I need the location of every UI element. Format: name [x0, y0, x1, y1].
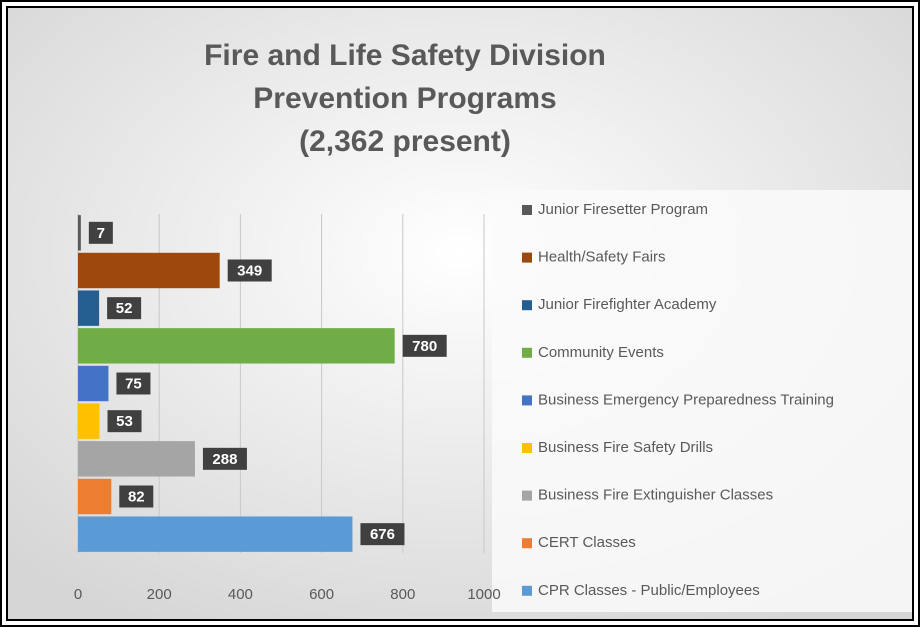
legend-panel	[492, 190, 912, 612]
bar	[78, 252, 220, 289]
legend-swatch	[522, 347, 532, 358]
legend-swatch	[522, 490, 532, 501]
bar	[78, 478, 112, 515]
legend-swatch	[522, 395, 532, 406]
x-tick-label: 800	[390, 586, 415, 603]
x-tick-label: 600	[309, 586, 334, 603]
data-label-box	[116, 372, 151, 395]
legend-swatch	[522, 205, 532, 215]
x-tick-label: 0	[74, 586, 82, 603]
x-tick-label: 1000	[467, 586, 500, 603]
legend-label: Business Emergency Preparedness Training	[538, 391, 834, 408]
legend-label: CPR Classes - Public/Employees	[538, 582, 760, 599]
bar	[78, 365, 109, 402]
data-label: 780	[412, 338, 437, 355]
x-tick-label: 200	[147, 586, 172, 603]
data-label-box	[227, 259, 272, 282]
legend-label: Junior Firefighter Academy	[538, 296, 717, 313]
legend-swatch	[522, 538, 532, 549]
data-label: 349	[237, 262, 262, 279]
chart-title: Prevention Programs	[253, 82, 556, 115]
legend-label: Business Fire Extinguisher Classes	[538, 487, 773, 504]
x-tick-label: 400	[228, 586, 253, 603]
bar	[78, 516, 353, 552]
data-label-box	[88, 221, 113, 244]
data-label: 288	[212, 451, 237, 468]
bar	[78, 290, 100, 326]
legend-label: Junior Firesetter Program	[538, 201, 708, 218]
legend-label: Business Fire Safety Drills	[538, 439, 713, 456]
data-label-box	[202, 447, 247, 470]
legend-swatch	[522, 300, 532, 311]
chart-title: Fire and Life Safety Division	[204, 39, 606, 72]
data-label: 82	[128, 488, 145, 505]
legend-label: Health/Safety Fairs	[538, 249, 666, 266]
legend-label: CERT Classes	[538, 534, 636, 551]
data-label-box	[119, 485, 154, 508]
chart-title: (2,362 present)	[299, 125, 511, 158]
legend-swatch	[522, 443, 532, 453]
data-label-box	[360, 523, 405, 546]
data-label-box	[107, 410, 142, 433]
legend-swatch	[522, 252, 532, 263]
data-label-box	[402, 334, 447, 357]
bar	[78, 441, 195, 477]
bar	[78, 328, 395, 364]
legend-label: Community Events	[538, 344, 664, 361]
data-label: 676	[370, 526, 395, 543]
data-label: 7	[97, 225, 105, 242]
data-label: 75	[125, 375, 142, 392]
bar	[78, 403, 100, 439]
data-label-box	[107, 297, 142, 320]
bar	[78, 215, 81, 251]
data-label: 52	[116, 300, 133, 317]
legend-swatch	[522, 585, 532, 596]
data-label: 53	[116, 413, 133, 430]
